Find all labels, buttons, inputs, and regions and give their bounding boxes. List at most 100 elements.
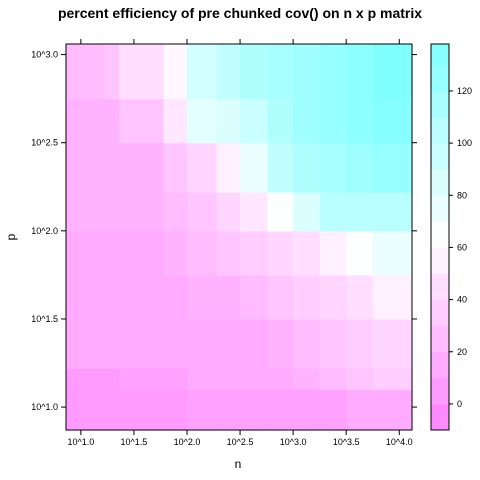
heatmap-cell	[164, 99, 188, 144]
colorbar-tick-label: 120	[457, 86, 472, 96]
colorbar-tick-label: 60	[457, 242, 467, 252]
heatmap-cell	[346, 231, 373, 276]
heatmap-cell	[293, 143, 320, 193]
heatmap-cell	[240, 231, 268, 276]
heatmap-cell	[373, 231, 413, 276]
x-tick-label: 10^3.0	[280, 437, 307, 447]
heatmap-cell	[293, 44, 320, 99]
colorbar-tick-label: 80	[457, 190, 467, 200]
heatmap-cell	[320, 319, 347, 369]
heatmap-cell	[240, 319, 268, 369]
colorbar-segment	[431, 44, 449, 65]
heatmap-cell	[187, 231, 217, 276]
heatmap-cell	[66, 44, 105, 99]
heatmap-cell	[346, 319, 373, 369]
colorbar-segment	[431, 91, 449, 118]
heatmap-cell	[217, 192, 241, 231]
heatmap-cell	[164, 44, 188, 99]
colorbar-segment	[431, 169, 449, 196]
heatmap-cell	[320, 389, 347, 430]
colorbar	[431, 44, 449, 431]
heatmap-cell	[217, 275, 241, 320]
colorbar-segment	[431, 65, 449, 92]
colorbar-segment	[431, 247, 449, 274]
heatmap-cell	[373, 99, 413, 144]
heatmap-cell	[119, 368, 164, 390]
x-tick-label: 10^2.5	[227, 437, 254, 447]
heatmap-cell	[164, 192, 188, 231]
colorbar-segment	[431, 274, 449, 301]
colorbar-segment	[431, 300, 449, 327]
heatmap-cell	[104, 319, 119, 369]
chart-title: percent efficiency of pre chunked cov() …	[58, 5, 422, 21]
heatmap-cell	[240, 389, 268, 430]
heatmap-cell	[268, 192, 294, 231]
x-tick-label: 10^1.0	[67, 437, 94, 447]
heatmap-cell	[119, 192, 164, 231]
heatmap-cell	[373, 192, 413, 231]
heatmap-cell	[217, 99, 241, 144]
heatmap-cell	[240, 368, 268, 390]
heatmap-cell	[119, 389, 164, 430]
heatmap-cell	[119, 275, 164, 320]
heatmap-cell	[66, 192, 105, 231]
x-tick-label: 10^4.0	[386, 437, 413, 447]
heatmap-cell	[320, 99, 347, 144]
heatmap-cell	[240, 44, 268, 99]
heatmap-cell	[240, 275, 268, 320]
heatmap-cell	[320, 368, 347, 390]
heatmap-cell	[293, 99, 320, 144]
heatmap-cell	[119, 99, 164, 144]
colorbar-tick-label: 0	[457, 399, 462, 409]
heatmap-cell	[320, 192, 347, 231]
heatmap-cell	[217, 143, 241, 193]
heatmap-cell	[187, 192, 217, 231]
heatmap-cell	[187, 389, 217, 430]
heatmap-cell	[217, 368, 241, 390]
colorbar-segment	[431, 195, 449, 222]
heatmap-cell	[104, 389, 119, 430]
y-axis-label: p	[4, 233, 18, 240]
heatmap-cell	[240, 192, 268, 231]
heatmap-cell	[293, 319, 320, 369]
heatmap-cell	[268, 231, 294, 276]
heatmap-cell	[268, 275, 294, 320]
heatmap-cell	[66, 319, 105, 369]
heatmap-cell	[373, 143, 413, 193]
y-tick-label: 10^2.0	[31, 226, 58, 236]
colorbar-segment	[431, 221, 449, 248]
heatmap-cell	[217, 319, 241, 369]
heatmap-cell	[373, 44, 413, 99]
heatmap-cell	[346, 275, 373, 320]
x-tick-label: 10^1.5	[121, 437, 148, 447]
heatmap-cell	[187, 368, 217, 390]
heatmap-cell	[66, 368, 105, 390]
x-tick-label: 10^2.0	[174, 437, 201, 447]
heatmap-cell	[119, 44, 164, 99]
heatmap-cell	[66, 275, 105, 320]
colorbar-segment	[431, 143, 449, 170]
heatmap-cell	[346, 99, 373, 144]
heatmap-cell	[346, 368, 373, 390]
heatmap-cell	[268, 143, 294, 193]
heatmap-cell	[240, 99, 268, 144]
heatmap-cell	[119, 319, 164, 369]
heatmap-cell	[320, 231, 347, 276]
heatmap-cell	[320, 44, 347, 99]
heatmap-cell	[268, 389, 294, 430]
heatmap-cell	[119, 231, 164, 276]
heatmap-cell	[66, 231, 105, 276]
heatmap-cell	[373, 319, 413, 369]
heatmap-cell	[164, 389, 188, 430]
heatmap-cell	[293, 275, 320, 320]
heatmap-cell	[187, 275, 217, 320]
heatmap-cell	[268, 99, 294, 144]
y-tick-label: 10^1.0	[31, 402, 58, 412]
heatmap-cell	[66, 389, 105, 430]
heatmap-cell	[187, 99, 217, 144]
heatmap-cell	[104, 368, 119, 390]
heatmap-cell	[104, 275, 119, 320]
heatmap-cell	[293, 192, 320, 231]
heatmap-cell	[66, 143, 105, 193]
heatmap-cell	[119, 143, 164, 193]
